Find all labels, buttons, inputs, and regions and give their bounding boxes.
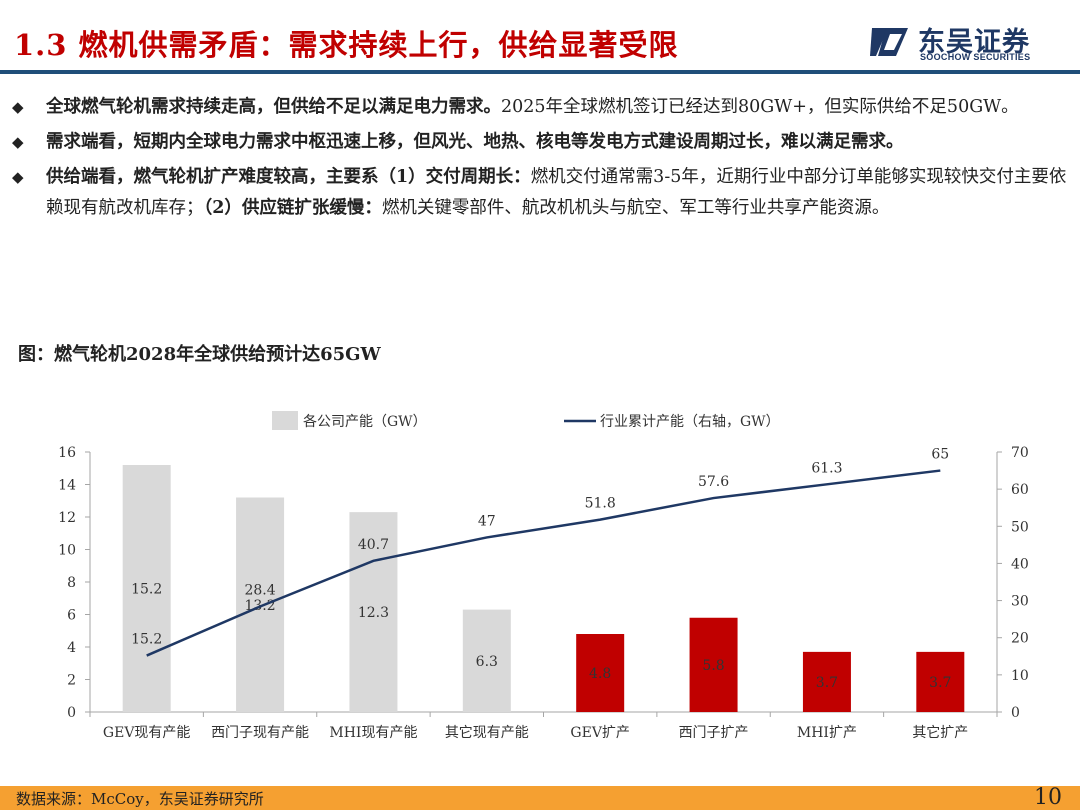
bar — [122, 465, 171, 712]
line-value-label: 51.8 — [585, 496, 616, 512]
y-left-tick-label: 4 — [67, 640, 76, 656]
x-category-label: MHI扩产 — [797, 725, 857, 741]
y-right-tick-label: 50 — [1011, 519, 1029, 535]
y-left-tick-label: 0 — [67, 705, 76, 721]
bullet-list: ◆ 全球燃气轮机需求持续走高，但供给不足以满足电力需求。2025年全球燃机签订已… — [10, 92, 1070, 228]
x-category-label: 其它扩产 — [912, 724, 968, 741]
bullet-item: ◆ 需求端看，短期内全球电力需求中枢迅速上移，但风光、地热、核电等发电方式建设周… — [10, 127, 1070, 158]
bullet-text: 燃机关键零部件、航改机机头与航空、军工等行业共享产能资源。 — [381, 198, 890, 218]
bar-value-label: 3.7 — [929, 675, 951, 691]
y-right-tick-label: 20 — [1011, 631, 1029, 647]
bar-value-label: 5.8 — [702, 658, 724, 674]
bar — [576, 634, 625, 712]
legend-line-label: 行业累计产能（右轴，GW） — [600, 414, 780, 430]
bar-value-label: 4.8 — [589, 666, 611, 682]
y-left-tick-label: 2 — [67, 673, 76, 689]
y-right-tick-label: 60 — [1011, 482, 1029, 498]
logo-mark-icon — [870, 28, 908, 56]
bullet-item: ◆ 全球燃气轮机需求持续走高，但供给不足以满足电力需求。2025年全球燃机签订已… — [10, 92, 1070, 123]
y-left-tick-label: 6 — [67, 608, 76, 624]
y-left-tick-label: 16 — [58, 445, 76, 461]
y-right-tick-label: 40 — [1011, 556, 1029, 572]
data-source: 数据来源：McCoy，东吴证券研究所 — [16, 790, 264, 808]
bar — [916, 651, 965, 712]
x-category-label: 其它现有产能 — [445, 724, 529, 741]
y-right-tick-label: 0 — [1011, 705, 1020, 721]
bullet-bold-text: 全球燃气轮机需求持续走高，但供给不足以满足电力需求。 — [46, 97, 501, 117]
legend-bar-swatch — [272, 411, 298, 430]
logo-text-en: SOOCHOW SECURITIES — [920, 52, 1031, 62]
diamond-bullet-icon: ◆ — [12, 98, 24, 116]
bar — [236, 497, 285, 712]
logo-text-cn: 东吴证券 — [918, 27, 1030, 58]
x-category-label: GEV现有产能 — [103, 725, 191, 741]
header-divider — [0, 70, 1080, 74]
legend-bar-label: 各公司产能（GW） — [303, 414, 427, 430]
footer-bar: 数据来源：McCoy，东吴证券研究所 10 — [0, 785, 1080, 810]
bar-value-label: 6.3 — [476, 654, 498, 670]
diamond-bullet-icon: ◆ — [12, 168, 24, 186]
y-left-tick-label: 14 — [58, 478, 76, 494]
x-category-label: GEV扩产 — [570, 725, 630, 741]
x-category-label: MHI现有产能 — [329, 725, 417, 741]
line-value-label: 15.2 — [131, 632, 162, 648]
bar-value-label: 3.7 — [816, 675, 838, 691]
bullet-bold-text: 需求端看，短期内全球电力需求中枢迅速上移，但风光、地热、核电等发电方式建设周期过… — [46, 132, 904, 152]
y-left-tick-label: 8 — [67, 575, 76, 591]
bar — [462, 609, 511, 712]
y-right-tick-label: 70 — [1011, 445, 1029, 461]
y-left-tick-label: 10 — [58, 543, 76, 559]
page-title: 1.3 燃机供需矛盾：需求持续上行，供给显著受限 — [14, 28, 679, 62]
x-category-label: 西门子扩产 — [679, 725, 749, 741]
line-value-label: 28.4 — [244, 583, 275, 599]
bullet-text: 2025年全球燃机签订已经达到80GW+，但实际供给不足50GW。 — [501, 97, 1019, 117]
bullet-bold-text: 供给端看，燃气轮机扩产难度较高，主要系（1）交付周期长： — [46, 167, 531, 187]
company-logo: 东吴证券 SOOCHOW SECURITIES — [868, 18, 1068, 66]
line-value-label: 65 — [931, 447, 949, 463]
cumulative-capacity-line — [146, 469, 941, 657]
y-right-tick-label: 30 — [1011, 594, 1029, 610]
bar — [349, 512, 398, 712]
diamond-bullet-icon: ◆ — [12, 133, 24, 151]
x-category-label: 西门子现有产能 — [211, 725, 309, 741]
bar-value-label: 15.2 — [131, 582, 162, 598]
bar-value-label: 12.3 — [358, 605, 389, 621]
line-value-label: 57.6 — [698, 474, 729, 490]
bar — [689, 617, 738, 712]
y-right-tick-label: 10 — [1011, 668, 1029, 684]
chart-caption: 图：燃气轮机2028年全球供给预计达65GW — [18, 344, 381, 365]
y-left-tick-label: 12 — [58, 510, 76, 526]
bar — [802, 651, 851, 712]
line-value-label: 47 — [478, 513, 496, 529]
page-number: 10 — [1034, 785, 1062, 810]
bullet-item: ◆ 供给端看，燃气轮机扩产难度较高，主要系（1）交付周期长：燃机交付通常需3-5… — [10, 162, 1070, 224]
line-value-label: 40.7 — [358, 537, 389, 553]
bullet-text: 燃机交付通常需3-5年，近期行业中部分订单能够实现较快交付主要依赖现有航改机库存… — [46, 167, 1067, 218]
line-value-label: 61.3 — [811, 460, 842, 476]
bullet-bold-text: （2）供应链扩张缓慢： — [203, 198, 382, 218]
